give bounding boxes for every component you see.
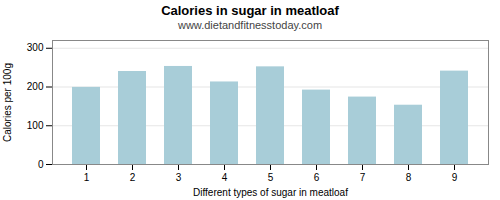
- svg-text:2: 2: [130, 172, 136, 183]
- svg-text:6: 6: [314, 172, 320, 183]
- svg-text:300: 300: [27, 42, 44, 53]
- svg-text:3: 3: [176, 172, 182, 183]
- html-text:Calories in sugar in meatloaf: Calories in sugar in meatloaf: [161, 3, 339, 18]
- svg-text:200: 200: [27, 81, 44, 92]
- svg-text:1: 1: [84, 172, 90, 183]
- svg-text:7: 7: [360, 172, 366, 183]
- svg-text:5: 5: [268, 172, 274, 183]
- svg-text:0: 0: [38, 159, 44, 170]
- svg-text:100: 100: [27, 120, 44, 131]
- svg-text:4: 4: [222, 172, 228, 183]
- svg-text:Calories per 100g: Calories per 100g: [2, 63, 13, 142]
- svg-text:9: 9: [452, 172, 458, 183]
- svg-text:Different types of sugar in me: Different types of sugar in meatloaf: [193, 187, 348, 198]
- svg-text:8: 8: [406, 172, 412, 183]
- html-text:www.dietandfitnesstoday.com: www.dietandfitnesstoday.com: [178, 19, 322, 31]
